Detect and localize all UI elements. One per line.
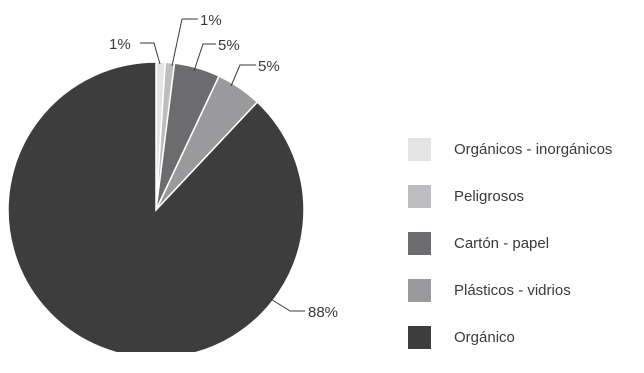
leader-line bbox=[193, 43, 216, 72]
slice-value-label: 1% bbox=[109, 36, 131, 53]
slice-value-label: 5% bbox=[218, 37, 240, 54]
slice-value-label: 88% bbox=[308, 304, 338, 321]
legend: Orgánicos - inorgánicos Peligrosos Cartó… bbox=[408, 138, 612, 373]
leader-line bbox=[265, 295, 305, 312]
legend-item: Cartón - papel bbox=[408, 232, 612, 255]
legend-label: Plásticos - vidrios bbox=[454, 282, 571, 299]
legend-swatch bbox=[408, 185, 431, 208]
pie-slice bbox=[7, 61, 305, 352]
legend-swatch bbox=[408, 232, 431, 255]
legend-item: Orgánico bbox=[408, 326, 612, 349]
legend-item: Peligrosos bbox=[408, 185, 612, 208]
legend-label: Peligrosos bbox=[454, 188, 525, 205]
legend-swatch bbox=[408, 138, 431, 161]
legend-label: Cartón - papel bbox=[454, 235, 550, 252]
legend-swatch bbox=[408, 326, 431, 349]
pie-chart: 1% 1% 5% 5% 88% bbox=[7, 12, 338, 352]
legend-item: Plásticos - vidrios bbox=[408, 279, 612, 302]
legend-swatch bbox=[408, 279, 431, 302]
slice-value-label: 1% bbox=[200, 12, 222, 29]
slice-value-label: 5% bbox=[258, 58, 280, 75]
legend-item: Orgánicos - inorgánicos bbox=[408, 138, 612, 161]
legend-label: Orgánico bbox=[454, 329, 515, 346]
leader-line bbox=[230, 64, 256, 87]
leader-line bbox=[140, 42, 161, 65]
legend-label: Orgánicos - inorgánicos bbox=[454, 141, 613, 158]
leader-line bbox=[171, 18, 198, 67]
